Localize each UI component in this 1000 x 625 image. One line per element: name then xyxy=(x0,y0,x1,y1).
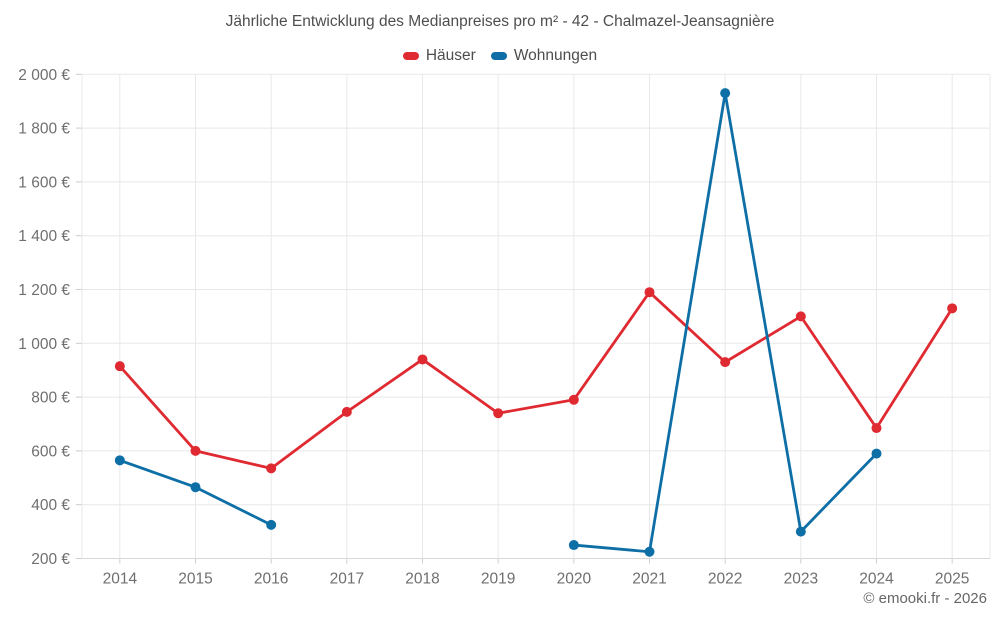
x-tick-label: 2019 xyxy=(481,571,515,588)
x-tick-label: 2022 xyxy=(708,571,742,588)
x-tick-label: 2018 xyxy=(405,571,439,588)
legend-swatch-wohnungen-icon xyxy=(490,52,507,60)
x-tick-label: 2021 xyxy=(632,571,666,588)
y-tick-label: 1 200 € xyxy=(18,282,70,299)
copyright-watermark: © emooki.fr - 2026 xyxy=(863,590,987,607)
legend-label-wohnungen: Wohnungen xyxy=(513,47,598,64)
x-tick-label: 2016 xyxy=(254,571,288,588)
y-tick-label: 800 € xyxy=(31,390,70,407)
point-wohnungen-2021[interactable] xyxy=(644,546,655,557)
y-tick-label: 200 € xyxy=(31,551,70,568)
point-hauser-2024[interactable] xyxy=(871,423,882,434)
point-hauser-2019[interactable] xyxy=(493,408,504,419)
point-hauser-2017[interactable] xyxy=(341,406,352,417)
y-tick-label: 1 600 € xyxy=(18,174,70,191)
legend-label-hauser: Häuser xyxy=(425,47,476,64)
x-tick-label: 2015 xyxy=(178,571,212,588)
y-tick-label: 400 € xyxy=(31,497,70,514)
legend-item-wohnungen[interactable]: Wohnungen xyxy=(490,47,598,65)
x-tick-label: 2023 xyxy=(784,571,818,588)
x-tick-label: 2014 xyxy=(103,571,138,588)
point-hauser-2023[interactable] xyxy=(795,311,806,322)
x-tick-label: 2020 xyxy=(557,571,592,588)
point-hauser-2018[interactable] xyxy=(417,354,428,365)
point-wohnungen-2023[interactable] xyxy=(795,526,806,537)
point-hauser-2022[interactable] xyxy=(720,357,731,368)
point-wohnungen-2015[interactable] xyxy=(190,482,201,493)
y-tick-label: 2 000 € xyxy=(18,67,70,84)
y-tick-label: 1 000 € xyxy=(18,336,70,353)
point-hauser-2025[interactable] xyxy=(947,303,958,314)
legend-item-hauser[interactable]: Häuser xyxy=(402,47,476,65)
series-line-hauser xyxy=(118,290,954,470)
point-wohnungen-2024[interactable] xyxy=(871,448,882,459)
point-hauser-2021[interactable] xyxy=(644,287,655,298)
point-hauser-2020[interactable] xyxy=(568,394,579,405)
point-hauser-2016[interactable] xyxy=(266,463,277,474)
y-tick-label: 600 € xyxy=(31,443,70,460)
point-hauser-2015[interactable] xyxy=(190,445,201,456)
point-wohnungen-2016[interactable] xyxy=(266,519,277,530)
y-tick-label: 1 400 € xyxy=(18,228,70,245)
x-tick-label: 2024 xyxy=(859,571,894,588)
x-tick-label: 2017 xyxy=(330,571,364,588)
legend: Häuser Wohnungen xyxy=(0,47,1000,65)
point-wohnungen-2020[interactable] xyxy=(568,540,579,551)
y-tick-label: 1 800 € xyxy=(18,121,70,138)
chart-title: Jährliche Entwicklung des Medianpreises … xyxy=(225,13,775,30)
x-tick-label: 2025 xyxy=(935,571,969,588)
legend-swatch-hauser-icon xyxy=(402,52,419,60)
point-wohnungen-2022[interactable] xyxy=(720,88,731,99)
point-hauser-2014[interactable] xyxy=(114,361,125,372)
point-wohnungen-2014[interactable] xyxy=(114,455,125,466)
